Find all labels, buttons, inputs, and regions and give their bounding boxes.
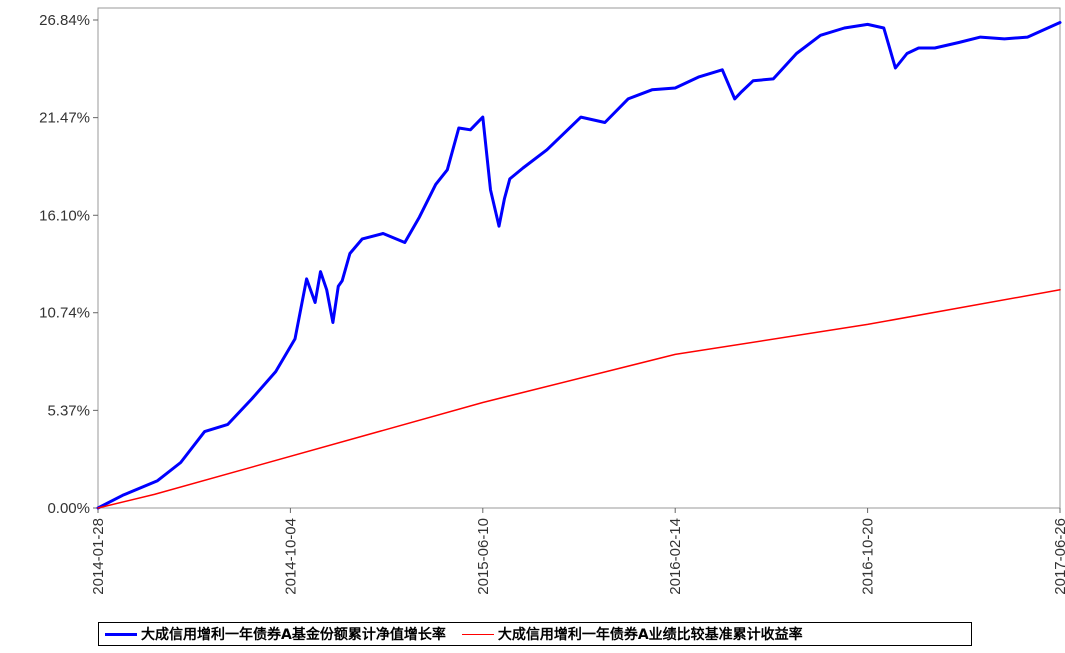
x-tick-label: 2014-10-04	[282, 518, 299, 595]
series-layer	[96, 21, 1062, 510]
y-tick-label: 21.47%	[39, 110, 90, 127]
legend-label-benchmark: 大成信用增利一年债券A业绩比较基准累计收益率	[497, 627, 803, 643]
plot-area	[97, 7, 1061, 509]
x-tick-label: 2015-06-10	[475, 518, 492, 595]
x-tick-label: 2017-06-26	[1052, 518, 1065, 595]
y-tick-label: 26.84%	[39, 12, 90, 29]
y-tick-label: 5.37%	[47, 402, 90, 419]
x-tick-label: 2016-10-20	[860, 518, 877, 595]
y-tick-label: 0.00%	[47, 500, 90, 517]
y-tick-label: 16.10%	[39, 207, 90, 224]
legend-swatch-blue	[105, 632, 137, 636]
x-tick-label: 2014-01-28	[90, 518, 107, 595]
series-line-nav-growth	[96, 21, 1062, 510]
y-axis: 0.00% 5.37% 10.74% 16.10% 21.47% 26.84%	[39, 12, 98, 517]
y-tick-label: 10.74%	[39, 305, 90, 322]
legend-label-nav-growth: 大成信用增利一年债券A基金份额累计净值增长率	[141, 627, 446, 643]
x-tick-label: 2016-02-14	[667, 518, 684, 595]
series-line-benchmark	[97, 289, 1061, 509]
legend-swatch-red	[461, 633, 494, 635]
legend-item-nav-growth: 大成信用增利一年债券A基金份额累计净值增长率	[105, 624, 446, 644]
legend-item-benchmark: 大成信用增利一年债券A业绩比较基准累计收益率	[461, 624, 803, 644]
legend: 大成信用增利一年债券A基金份额累计净值增长率 大成信用增利一年债券A业绩比较基准…	[98, 622, 972, 646]
x-axis: 2014-01-28 2014-10-04 2015-06-10 2016-02-14…	[90, 508, 1065, 595]
